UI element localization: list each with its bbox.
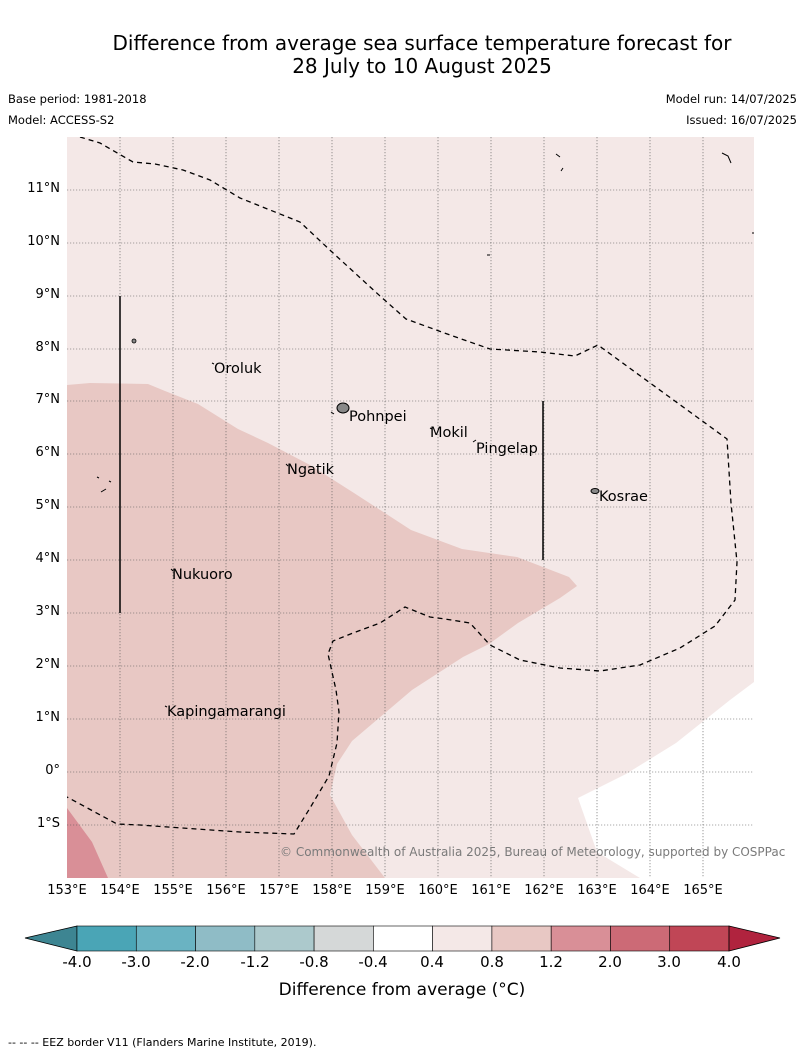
copyright-notice: © Commonwealth of Australia 2025, Bureau… <box>280 845 786 859</box>
boundary-lines <box>119 296 544 613</box>
colorbar-segment <box>432 925 493 952</box>
model-run: Model run: 14/07/2025 <box>665 92 797 106</box>
lon-label-156e: 156°E <box>206 883 246 898</box>
colorbar-tick: -0.4 <box>358 953 388 971</box>
colorbar-label: Difference from average (°C) <box>278 980 526 1000</box>
pohnpei-island-shape <box>336 402 350 414</box>
lon-label-158e: 158°E <box>312 883 352 898</box>
colorbar-segment <box>76 925 137 952</box>
colorbar-segment <box>254 925 315 952</box>
colorbar-tick: -0.8 <box>299 953 329 971</box>
issued-date: Issued: 16/07/2025 <box>686 113 797 127</box>
map-area <box>67 137 754 878</box>
chart-title: Difference from average sea surface temp… <box>0 32 804 78</box>
title-line-2: 28 July to 10 August 2025 <box>292 54 552 78</box>
place-label-pohnpei: Pohnpei <box>349 409 407 425</box>
lat-label-1n: 1°N <box>35 710 61 725</box>
colorbar-tick: -3.0 <box>121 953 151 971</box>
colorbar-segment <box>491 925 552 952</box>
place-label-nukuoro: Nukuoro <box>172 567 233 583</box>
lat-label-1s: 1°S <box>36 816 60 831</box>
colorbar-segment <box>195 925 256 952</box>
eez-border <box>67 137 738 835</box>
lat-label-2n: 2°N <box>35 657 61 672</box>
graticule <box>67 137 754 878</box>
kosrae-island-shape <box>590 488 600 494</box>
colorbar-extend-high <box>728 925 781 952</box>
colorbar-tick: -1.2 <box>240 953 270 971</box>
colorbar <box>24 925 781 952</box>
colorbar-segments <box>76 925 730 952</box>
colorbar-tick: 0.8 <box>480 953 504 971</box>
lon-label-165e: 165°E <box>683 883 723 898</box>
colorbar-segment <box>550 925 611 952</box>
colorbar-tick: 3.0 <box>657 953 681 971</box>
lat-label-0: 0° <box>45 763 60 778</box>
lat-label-9n: 9°N <box>35 287 61 302</box>
lon-label-162e: 162°E <box>524 883 564 898</box>
colorbar-tick: 0.4 <box>420 953 444 971</box>
lat-label-4n: 4°N <box>35 551 61 566</box>
place-label-mokil: Mokil <box>430 425 468 441</box>
lat-label-6n: 6°N <box>35 445 61 460</box>
lat-label-7n: 7°N <box>35 392 61 407</box>
lat-label-11n: 11°N <box>27 181 60 196</box>
colorbar-tick: -4.0 <box>62 953 92 971</box>
colorbar-extend-low <box>24 925 78 952</box>
islands <box>96 152 754 708</box>
colorbar-segment <box>669 925 730 952</box>
lat-label-5n: 5°N <box>35 498 61 513</box>
lon-label-164e: 164°E <box>630 883 670 898</box>
lon-label-163e: 163°E <box>577 883 617 898</box>
lon-label-157e: 157°E <box>259 883 299 898</box>
anomaly-1.2-2.0-region <box>67 808 108 878</box>
lat-label-3n: 3°N <box>35 604 61 619</box>
colorbar-tick: -2.0 <box>180 953 210 971</box>
place-label-kosrae: Kosrae <box>599 489 648 505</box>
lat-label-8n: 8°N <box>35 340 61 355</box>
anomaly-0.8-1.2-region <box>67 383 577 878</box>
colorbar-segment <box>610 925 671 952</box>
colorbar-segment <box>313 925 374 952</box>
lat-label-10n: 10°N <box>27 234 60 249</box>
anomaly-neutral-region <box>578 682 754 878</box>
colorbar-tick: 2.0 <box>598 953 622 971</box>
place-label-kapingamarangi: Kapingamarangi <box>167 704 286 720</box>
colorbar-tick: 4.0 <box>717 953 741 971</box>
place-label-pingelap: Pingelap <box>476 441 538 457</box>
lon-label-154e: 154°E <box>100 883 140 898</box>
title-line-1: Difference from average sea surface temp… <box>112 31 732 55</box>
colorbar-segment <box>135 925 196 952</box>
base-period: Base period: 1981-2018 <box>8 92 147 106</box>
lon-label-153e: 153°E <box>47 883 87 898</box>
place-label-ngatik: Ngatik <box>287 462 335 478</box>
lon-label-159e: 159°E <box>365 883 405 898</box>
colorbar-segment <box>373 925 433 952</box>
place-label-oroluk: Oroluk <box>214 361 262 377</box>
model-name: Model: ACCESS-S2 <box>8 113 115 127</box>
lon-label-161e: 161°E <box>471 883 511 898</box>
colorbar-tick: 1.2 <box>539 953 563 971</box>
lon-label-160e: 160°E <box>418 883 458 898</box>
lon-label-155e: 155°E <box>153 883 193 898</box>
eez-footnote: -- -- -- EEZ border V11 (Flanders Marine… <box>8 1036 317 1049</box>
